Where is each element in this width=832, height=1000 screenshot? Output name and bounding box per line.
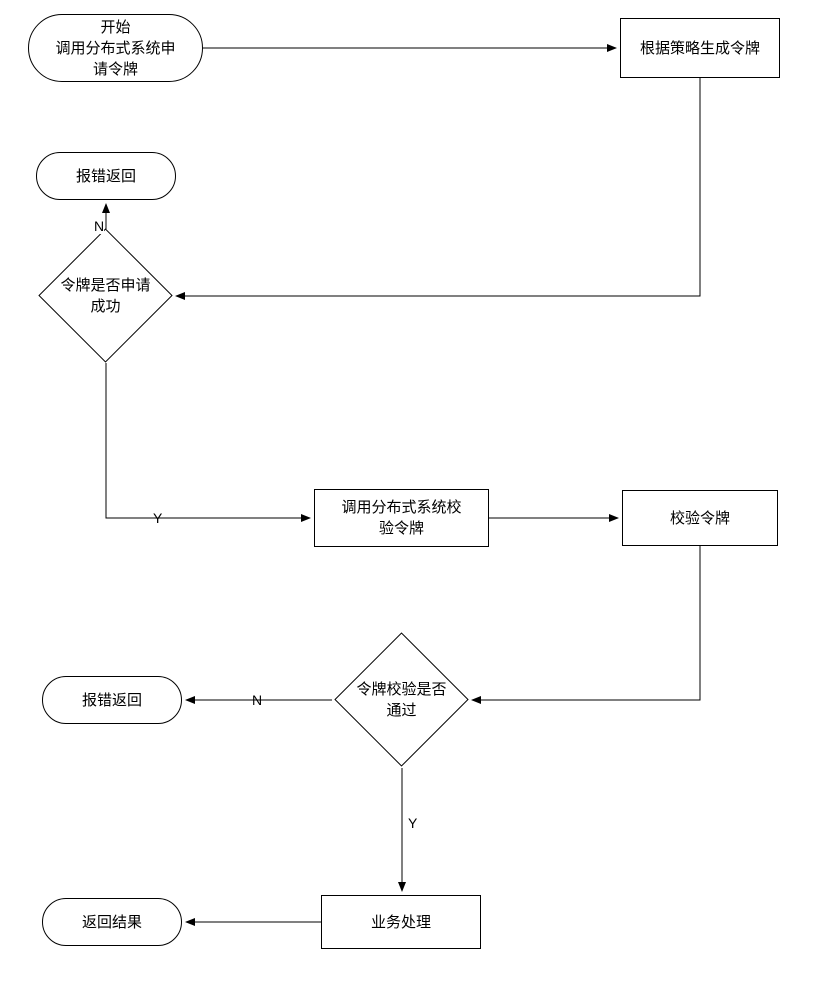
label-n-2: N — [252, 692, 262, 708]
error-return-1-text: 报错返回 — [76, 166, 136, 187]
label-n-1: N — [94, 218, 104, 234]
decision-verify-node: 令牌校验是否通过 — [334, 632, 468, 766]
decision-apply-node: 令牌是否申请成功 — [38, 228, 172, 362]
decision-apply-text: 令牌是否申请成功 — [36, 275, 176, 317]
generate-token-node: 根据策略生成令牌 — [620, 18, 780, 78]
decision-verify-text: 令牌校验是否通过 — [332, 679, 472, 721]
business-process-text: 业务处理 — [371, 912, 431, 933]
error-return-2-text: 报错返回 — [82, 690, 142, 711]
label-y-2: Y — [408, 815, 417, 831]
verify-token-node: 校验令牌 — [622, 490, 778, 546]
error-return-2-node: 报错返回 — [42, 676, 182, 724]
call-verify-node: 调用分布式系统校验令牌 — [314, 489, 489, 547]
generate-token-text: 根据策略生成令牌 — [640, 38, 760, 59]
error-return-1-node: 报错返回 — [36, 152, 176, 200]
start-text: 开始调用分布式系统申请令牌 — [55, 17, 175, 80]
label-y-1: Y — [153, 510, 162, 526]
call-verify-text: 调用分布式系统校验令牌 — [341, 497, 461, 539]
business-process-node: 业务处理 — [321, 895, 481, 949]
start-node: 开始调用分布式系统申请令牌 — [28, 14, 203, 82]
return-result-text: 返回结果 — [82, 912, 142, 933]
return-result-node: 返回结果 — [42, 898, 182, 946]
verify-token-text: 校验令牌 — [670, 508, 730, 529]
